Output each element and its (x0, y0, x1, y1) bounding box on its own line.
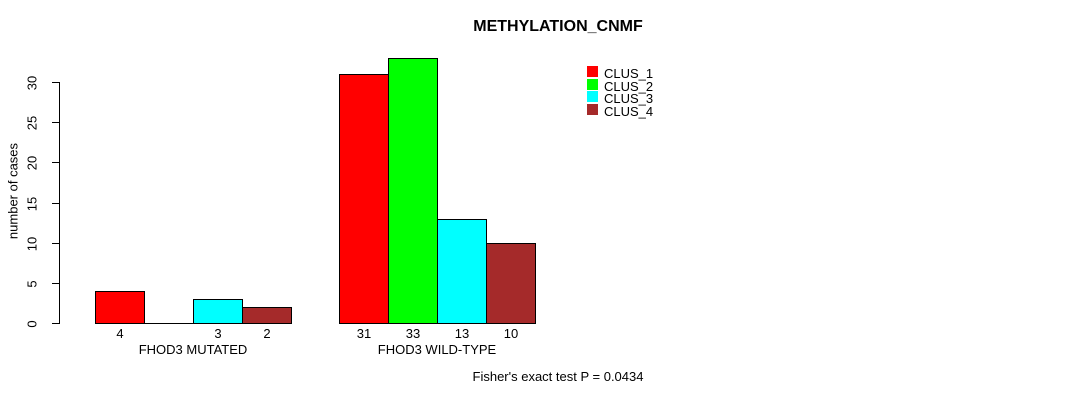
chart-title: METHYLATION_CNMF (473, 18, 643, 35)
y-axis-label: number of cases (5, 142, 21, 240)
bar-clus-4-fhod3-wild-type (486, 243, 536, 324)
bar-value-label: 10 (503, 326, 519, 341)
y-tick (52, 203, 60, 204)
y-tick (52, 243, 60, 244)
x-category-label: FHOD3 MUTATED (138, 342, 248, 357)
y-tick-label: 30 (24, 75, 40, 90)
bar-value-label: 2 (263, 326, 271, 341)
y-tick-label: 20 (24, 155, 40, 170)
y-tick-label: 25 (24, 115, 40, 130)
y-tick (52, 283, 60, 284)
y-tick-label: 10 (24, 236, 40, 251)
bar-value-label: 3 (214, 326, 222, 341)
bar-clus-3-fhod3-mutated (193, 299, 243, 324)
y-tick-label: 5 (24, 279, 40, 288)
footer-note: Fisher's exact test P = 0.0434 (472, 369, 644, 384)
legend-swatch-clus-2 (587, 78, 598, 90)
legend-label: CLUS_2 (604, 78, 654, 94)
bar-value-label: 33 (405, 326, 421, 341)
y-tick-label: 15 (24, 196, 40, 211)
y-tick (52, 122, 60, 123)
bar-value-label: 31 (356, 326, 372, 341)
bar-clus-2-fhod3-wild-type (388, 58, 438, 324)
legend-swatch-clus-3 (587, 91, 598, 103)
y-tick (52, 162, 60, 163)
bar-clus-1-fhod3-wild-type (339, 74, 389, 324)
bar-value-label: 4 (116, 326, 124, 341)
bar-value-label: 13 (454, 326, 470, 341)
y-tick (52, 82, 60, 83)
y-tick-label: 0 (24, 319, 40, 328)
x-category-label: FHOD3 WILD-TYPE (377, 342, 497, 357)
bar-clus-3-fhod3-wild-type (437, 219, 487, 324)
bar-clus-4-fhod3-mutated (242, 307, 292, 324)
legend-label: CLUS_1 (604, 66, 654, 81)
legend-label: CLUS_4 (604, 104, 654, 119)
legend-swatch-clus-1 (587, 66, 598, 77)
bar-clus-1-fhod3-mutated (95, 291, 145, 324)
y-tick (52, 323, 60, 324)
legend-label: CLUS_3 (604, 91, 654, 107)
legend-swatch-clus-4 (587, 104, 598, 115)
